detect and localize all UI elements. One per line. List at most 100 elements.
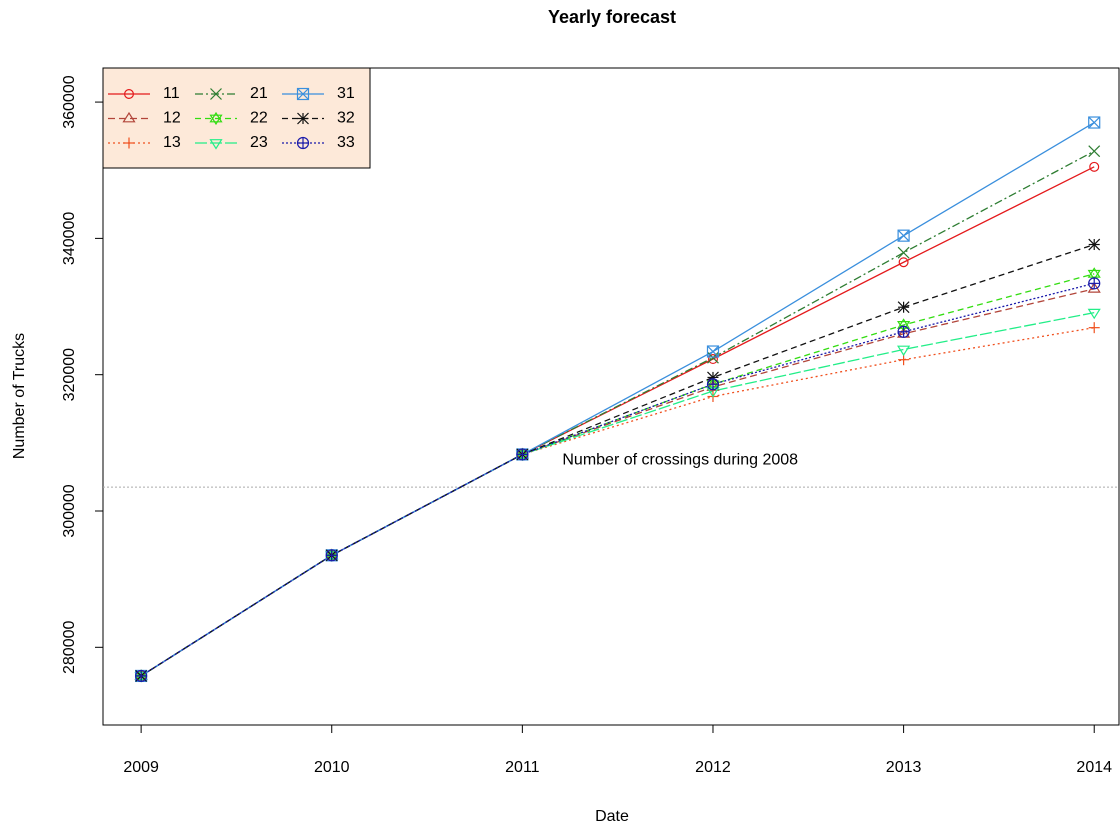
- series-line: [140, 288, 1095, 677]
- legend-label: 23: [250, 134, 268, 151]
- legend-item: 31: [282, 85, 355, 102]
- series-line: [140, 282, 1095, 677]
- x-tick-label: 2009: [123, 759, 159, 776]
- marker-part: [1087, 269, 1101, 281]
- legend-item: 33: [282, 134, 355, 151]
- marker-part: [210, 88, 222, 100]
- legend-item: 13: [108, 134, 181, 151]
- marker: [123, 137, 135, 149]
- marker: [1088, 277, 1101, 290]
- legend-label: 21: [250, 85, 268, 102]
- marker: [209, 139, 223, 150]
- marker: [122, 111, 136, 123]
- legend-label: 11: [163, 85, 180, 102]
- marker: [898, 257, 909, 268]
- legend-item: 23: [195, 134, 268, 151]
- marker: [135, 669, 148, 683]
- marker: [209, 111, 223, 126]
- series-line: [140, 327, 1095, 677]
- legend-label: 31: [337, 85, 355, 102]
- marker-part: [897, 229, 910, 242]
- marker-part: [707, 354, 718, 365]
- x-axis-label: Date: [595, 808, 629, 825]
- x-tick-label: 2014: [1076, 759, 1112, 776]
- marker-part: [296, 87, 310, 101]
- marker: [897, 325, 910, 338]
- marker: [1089, 161, 1100, 172]
- marker-part: [122, 111, 136, 123]
- marker: [210, 88, 222, 100]
- marker-part: [897, 321, 911, 332]
- marker-part: [1088, 238, 1101, 251]
- marker-part: [209, 111, 223, 123]
- y-tick-label: 320000: [61, 348, 78, 401]
- marker-part: [897, 246, 910, 259]
- x-tick-label: 2010: [314, 759, 350, 776]
- legend-item: 11: [108, 85, 180, 102]
- legend-label: 33: [337, 134, 355, 151]
- marker: [1088, 145, 1101, 158]
- marker-part: [1088, 116, 1101, 129]
- marker: [707, 351, 719, 364]
- marker: [1087, 267, 1101, 281]
- marker: [296, 87, 310, 101]
- series-line: [140, 150, 1095, 677]
- marker-part: [297, 88, 309, 100]
- x-tick-label: 2011: [505, 759, 540, 776]
- marker-part: [707, 351, 719, 364]
- legend-item: 22: [195, 110, 268, 127]
- marker-part: [209, 139, 223, 150]
- series-line: [140, 243, 1095, 677]
- series-line: [140, 312, 1095, 677]
- legend-label: 12: [163, 110, 181, 127]
- marker: [897, 301, 910, 314]
- marker-part: [897, 229, 910, 242]
- y-tick-label: 280000: [61, 621, 78, 674]
- y-axis-label: Number of Trucks: [11, 333, 28, 459]
- plot-frame: [102, 67, 1120, 726]
- marker-part: [297, 112, 309, 125]
- series-line: [140, 273, 1095, 677]
- marker: [297, 112, 309, 125]
- legend-item: 32: [282, 110, 355, 127]
- legend-label: 32: [337, 110, 355, 127]
- series-line: [140, 121, 1095, 677]
- marker: [296, 136, 310, 150]
- marker: [325, 549, 338, 562]
- x-tick-label: 2012: [695, 759, 731, 776]
- marker: [706, 378, 720, 391]
- marker-part: [898, 257, 909, 268]
- legend-label: 22: [250, 110, 268, 127]
- marker-part: [123, 88, 134, 99]
- marker-part: [1087, 308, 1101, 320]
- legend-item: 12: [108, 110, 181, 127]
- marker-part: [897, 301, 910, 314]
- marker-part: [1087, 267, 1101, 278]
- marker: [516, 448, 529, 461]
- marker: [897, 246, 910, 259]
- marker: [706, 345, 720, 358]
- x-tick-label: 2013: [886, 759, 922, 776]
- marker-part: [707, 371, 719, 384]
- marker: [707, 354, 718, 365]
- marker: [897, 229, 910, 242]
- marker: [1088, 116, 1101, 129]
- marker: [897, 345, 911, 357]
- marker-part: [706, 345, 720, 358]
- marker: [1087, 308, 1101, 320]
- marker: [1088, 322, 1100, 334]
- marker-part: [1089, 161, 1100, 172]
- y-tick-label: 360000: [61, 75, 78, 128]
- marker-part: [707, 345, 719, 358]
- legend-item: 21: [195, 85, 268, 102]
- y-tick-label: 300000: [61, 484, 78, 537]
- reference-label: Number of crossings during 2008: [562, 451, 798, 468]
- marker-part: [209, 114, 223, 126]
- marker-part: [897, 345, 911, 357]
- legend-label: 13: [163, 134, 181, 151]
- marker-part: [1088, 116, 1101, 129]
- marker-part: [1088, 145, 1101, 158]
- y-tick-label: 340000: [61, 212, 78, 265]
